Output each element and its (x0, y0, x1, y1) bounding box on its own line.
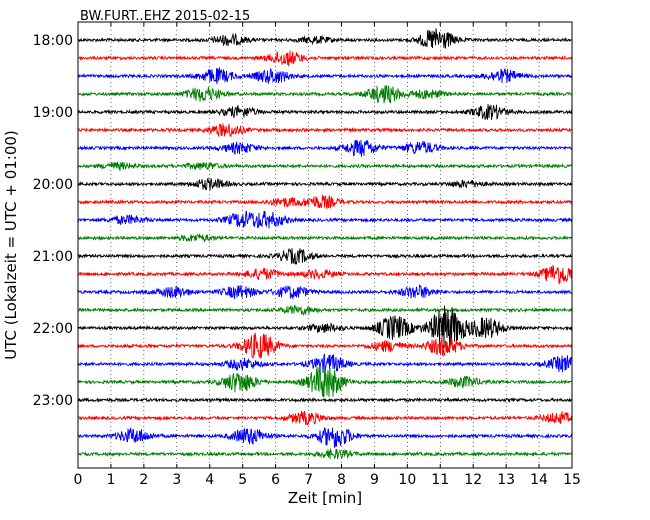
seismic-trace (77, 283, 573, 300)
seismic-trace (78, 304, 573, 316)
y-tick-label: 22:00 (33, 321, 73, 337)
y-tick-label: 20:00 (33, 177, 73, 193)
y-tick-labels: 18:00 19:00 20:00 21:00 22:00 23:00 (33, 33, 73, 409)
seismic-trace (77, 233, 573, 243)
seismic-trace (77, 210, 573, 229)
x-tick-label: 7 (304, 472, 313, 488)
x-tick-label: 0 (74, 472, 83, 488)
plot-frame (77, 21, 573, 469)
x-tick-label: 15 (563, 472, 581, 488)
seismic-trace (77, 66, 573, 85)
x-tick-label: 1 (106, 472, 115, 488)
x-axis-label: Zeit [min] (288, 489, 362, 507)
x-tick-label: 14 (530, 472, 548, 488)
x-tick-label: 5 (238, 472, 247, 488)
seismic-trace (77, 104, 573, 120)
x-tick-label: 12 (464, 472, 482, 488)
y-tick-label: 19:00 (33, 105, 73, 121)
trace-group (77, 28, 573, 460)
seismic-trace (77, 139, 573, 157)
x-tick-label: 6 (271, 472, 280, 488)
seismic-trace (77, 332, 573, 359)
seismic-trace (77, 353, 573, 374)
x-tick-label: 9 (370, 472, 379, 488)
seismic-trace (77, 264, 573, 285)
y-tick-label: 23:00 (33, 393, 73, 409)
seismic-trace (77, 305, 573, 349)
x-tick-label: 2 (139, 472, 148, 488)
seismic-trace (77, 248, 573, 265)
seismic-trace (77, 410, 573, 426)
seismic-trace (77, 447, 573, 460)
seismic-trace (77, 177, 573, 191)
ticks (77, 22, 573, 468)
x-tick-label: 3 (172, 472, 181, 488)
x-tick-label: 10 (398, 472, 416, 488)
seismic-trace (77, 426, 573, 448)
seismic-trace (77, 161, 573, 172)
seismic-trace (77, 28, 573, 49)
seismic-trace (77, 366, 573, 398)
seismic-trace (77, 194, 573, 209)
y-tick-label: 18:00 (33, 33, 73, 49)
x-tick-label: 8 (337, 472, 346, 488)
x-tick-label: 11 (431, 472, 449, 488)
chart-title: BW.FURT..EHZ 2015-02-15 (80, 9, 250, 24)
seismic-trace (77, 396, 573, 404)
seismic-trace (77, 123, 573, 138)
x-tick-label: 13 (497, 472, 515, 488)
y-tick-label: 21:00 (33, 249, 73, 265)
x-tick-label: 4 (205, 472, 214, 488)
seismic-trace (77, 85, 573, 104)
seismic-trace (77, 50, 573, 67)
y-axis-label: UTC (Lokalzeit = UTC + 01:00) (2, 130, 20, 360)
x-tick-labels: 0 1 2 3 4 5 6 7 8 9 10 11 12 13 14 15 (74, 472, 581, 488)
